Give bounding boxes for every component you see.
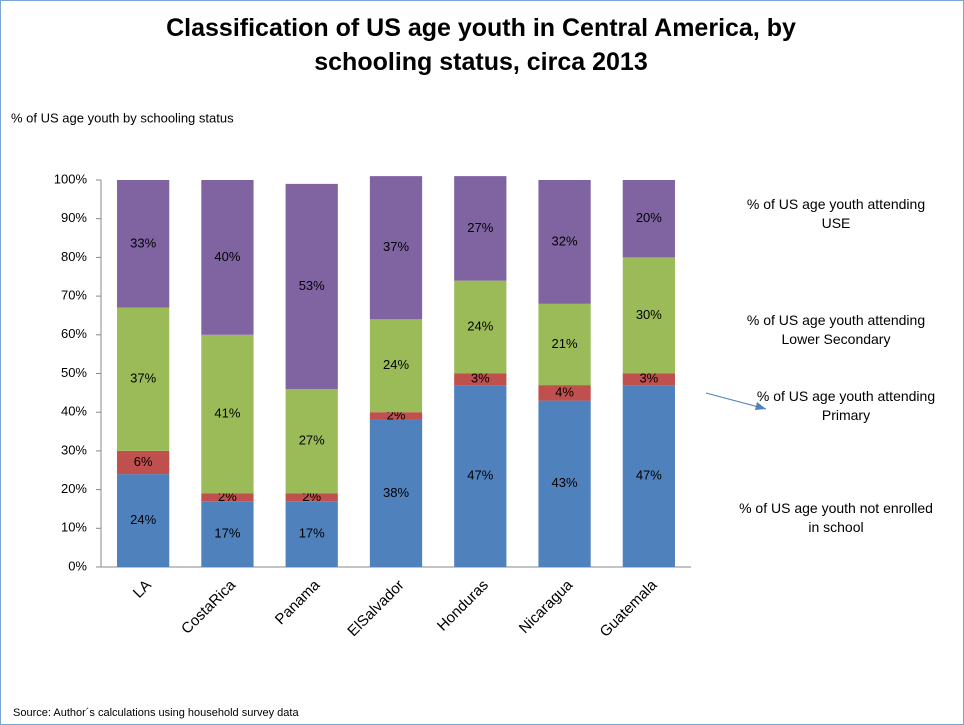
y-tick-label: 90% — [61, 210, 87, 225]
y-axis-title: % of US age youth by schooling status — [11, 110, 234, 125]
x-tick-label: Nicaragua — [516, 576, 577, 637]
bar-segment — [117, 307, 170, 451]
value-label: 47% — [636, 467, 662, 482]
y-tick-label: 80% — [61, 249, 87, 264]
bar-segment — [454, 176, 507, 281]
bar-segment — [201, 180, 254, 335]
value-label: 17% — [214, 526, 240, 541]
arrow-head — [755, 402, 766, 410]
title-box: Classification of US age youth in Centra… — [166, 14, 796, 76]
bar-segment — [117, 450, 170, 475]
bar-segment — [622, 180, 675, 258]
bar-segment — [201, 493, 254, 502]
bar-segment — [454, 373, 507, 386]
x-tick-label: Guatemala — [597, 576, 661, 640]
bar-segment — [117, 474, 170, 567]
bar-segment — [454, 385, 507, 567]
legend-label: % of US age youth attending USE — [746, 196, 926, 231]
bar-segment — [285, 493, 338, 502]
bar-segment — [201, 501, 254, 567]
bar-segment — [538, 400, 591, 567]
value-label: 6% — [134, 454, 153, 469]
y-tick-label: 0% — [68, 558, 87, 573]
legend-label: % of US age youth not enrolled in school — [739, 500, 933, 535]
bar-segment — [622, 373, 675, 386]
x-tick-label: LA — [130, 577, 155, 602]
source-note: Source: Author´s calculations using hous… — [13, 707, 299, 719]
value-label: 33% — [130, 235, 156, 250]
bar-segment — [538, 303, 591, 386]
value-label: 3% — [471, 371, 490, 386]
x-tick-label: Panama — [272, 576, 324, 628]
y-tick-label: 10% — [61, 520, 87, 535]
bar-segment — [369, 319, 423, 413]
bar-segment — [622, 385, 675, 567]
bar-segment — [285, 388, 338, 494]
y-tick-label: 70% — [61, 288, 87, 303]
y-tick-label: 100% — [54, 171, 88, 186]
value-label: 37% — [383, 239, 409, 254]
value-label: 40% — [214, 249, 240, 264]
bar-segment — [369, 419, 423, 567]
y-tick-label: 40% — [61, 404, 87, 419]
value-label: 20% — [636, 210, 662, 225]
bar-segment — [285, 183, 338, 389]
x-tick-label: CostaRica — [178, 576, 239, 637]
value-label: 30% — [636, 307, 662, 322]
value-label: 53% — [299, 278, 325, 293]
value-label: 3% — [639, 371, 658, 386]
bar-segment — [117, 180, 170, 308]
bar-segment — [201, 334, 254, 494]
x-tick-label: ElSalvador — [344, 577, 407, 640]
x-tick-label: Honduras — [434, 577, 492, 635]
value-label: 24% — [467, 318, 493, 333]
value-label: 24% — [383, 357, 409, 372]
value-label: 37% — [130, 371, 156, 386]
value-label: 47% — [467, 467, 493, 482]
bar-segment — [369, 412, 423, 420]
value-label: 4% — [555, 384, 574, 399]
bar-segment — [538, 180, 591, 304]
value-label: 21% — [552, 336, 578, 351]
bar-segment — [369, 176, 423, 320]
value-label: 32% — [552, 233, 578, 248]
value-label: 24% — [130, 512, 156, 527]
bar-segment — [538, 385, 591, 401]
bar-segment — [622, 257, 675, 374]
value-label: 27% — [467, 220, 493, 235]
value-label: 17% — [299, 526, 325, 541]
y-tick-label: 30% — [61, 442, 87, 457]
y-tick-label: 60% — [61, 326, 87, 341]
value-label: 41% — [214, 406, 240, 421]
bar-segment — [285, 501, 338, 567]
bar-segment — [454, 280, 507, 374]
value-label: 43% — [552, 475, 578, 490]
y-tick-label: 20% — [61, 481, 87, 496]
legend-label: % of US age youth attending Lower Second… — [746, 312, 926, 347]
value-label: 38% — [383, 485, 409, 500]
y-tick-label: 50% — [61, 365, 87, 380]
value-label: 27% — [299, 433, 325, 448]
chart-title: Classification of US age youth in Centra… — [166, 14, 796, 76]
legend-label: % of US age youth attending Primary — [756, 388, 936, 423]
